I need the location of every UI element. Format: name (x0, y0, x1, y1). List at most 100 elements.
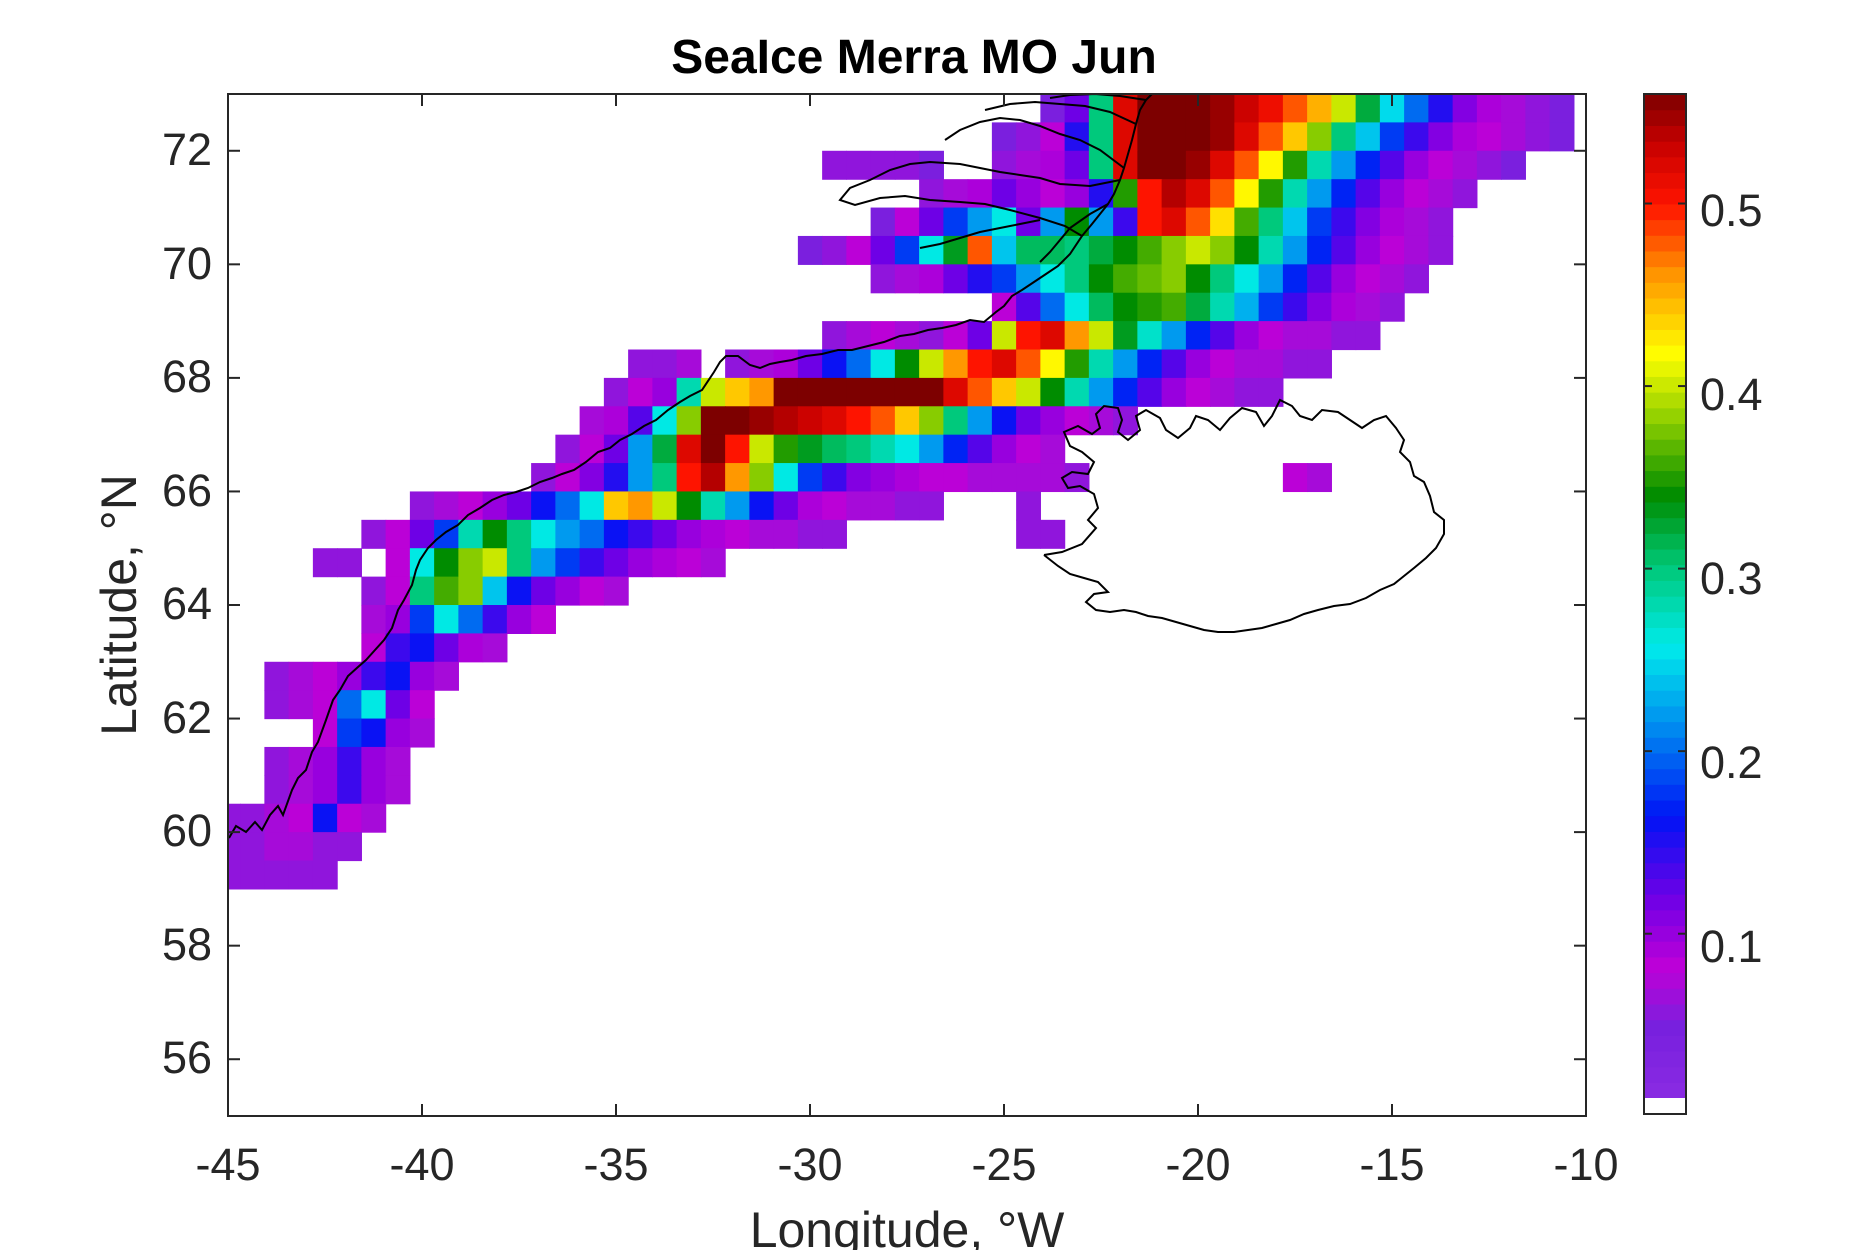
colorbar-step (1644, 815, 1686, 832)
heatmap-cell (991, 406, 1017, 436)
heatmap-cell (1064, 235, 1090, 265)
heatmap-cell (822, 150, 847, 180)
colorbar-step (1644, 909, 1686, 927)
colorbar-step (1644, 768, 1686, 785)
heatmap-cell (967, 434, 993, 464)
heatmap-cell (967, 321, 993, 351)
heatmap-cell (361, 576, 387, 606)
heatmap-cell (1088, 406, 1114, 436)
heatmap-cell (676, 491, 702, 521)
colorbar-step (1644, 674, 1686, 691)
heatmap-cell (337, 690, 362, 720)
colorbar-tick-label: 0.3 (1700, 553, 1763, 604)
heatmap-cell (652, 519, 678, 549)
heatmap-cell (1234, 235, 1260, 265)
heatmap-cell (1161, 207, 1187, 237)
heatmap-cell (870, 150, 896, 180)
heatmap-cell (967, 377, 993, 407)
heatmap-cell (1040, 292, 1066, 322)
heatmap-cell (531, 605, 556, 634)
colorbar-step (1644, 956, 1686, 974)
colorbar-step (1644, 878, 1686, 895)
heatmap-cell (1282, 292, 1308, 322)
heatmap-cell (337, 832, 362, 862)
heatmap-cell (1210, 292, 1235, 322)
heatmap-cell (1355, 122, 1381, 152)
heatmap-cell (749, 491, 775, 521)
greenland-coastline (228, 93, 1153, 839)
heatmap-cell (603, 576, 629, 606)
colorbar-step (1644, 313, 1686, 330)
heatmap-cell (991, 235, 1017, 265)
heatmap-cell (264, 775, 290, 805)
heatmap-cell (822, 377, 847, 407)
heatmap-cell (337, 548, 362, 578)
heatmap-cell (385, 661, 411, 691)
heatmap-cell (822, 434, 847, 464)
y-axis: 56 58 60 62 64 66 68 70 72 Latitude, °N (91, 124, 212, 1083)
heatmap-cell (1113, 235, 1138, 265)
y-axis-label: Latitude, °N (91, 474, 147, 736)
heatmap-cell (458, 491, 484, 521)
heatmap-cell (894, 463, 920, 493)
heatmap-cell (919, 349, 944, 379)
heatmap-cell (1307, 179, 1332, 209)
heatmap-cell (1258, 94, 1284, 123)
heatmap-cell (579, 548, 605, 578)
heatmap-cell (555, 576, 581, 606)
heatmap-cell (943, 349, 969, 379)
x-axis-label: Longitude, °W (750, 1202, 1065, 1250)
heatmap-cell (870, 434, 896, 464)
heatmap-cell (1210, 122, 1235, 152)
heatmap-cell (264, 860, 290, 890)
heatmap-cell (1331, 292, 1357, 322)
heatmap-cell (288, 832, 314, 862)
colorbar-step (1644, 894, 1686, 911)
heatmap-cell (725, 519, 750, 549)
heatmap-cell (1185, 292, 1211, 322)
heatmap-cell (846, 349, 872, 379)
heatmap-cell (919, 179, 944, 209)
heatmap-cell (773, 434, 799, 464)
colorbar-step (1644, 439, 1686, 456)
heatmap-cell (1064, 377, 1090, 407)
heatmap-cell (846, 434, 872, 464)
heatmap-cell (700, 548, 726, 578)
heatmap-cell (1331, 94, 1357, 123)
heatmap-cell (1428, 122, 1454, 152)
colorbar-step (1644, 329, 1686, 346)
heatmap-cell (1501, 94, 1526, 123)
heatmap-cell (531, 519, 556, 549)
y-tick-label: 66 (162, 465, 212, 516)
heatmap-cell (409, 576, 435, 606)
colorbar-frame (1643, 93, 1687, 1115)
heatmap-cell (1210, 264, 1235, 294)
heatmap-cell (1113, 264, 1138, 294)
heatmap-cell (676, 349, 702, 379)
colorbar-step (1644, 972, 1686, 989)
heatmap-cell (1185, 207, 1211, 237)
heatmap-cell (870, 377, 896, 407)
heatmap-cell (361, 803, 387, 833)
heatmap-cell (1113, 292, 1138, 322)
heatmap-cell (312, 832, 338, 862)
heatmap-cell (1476, 94, 1502, 123)
heatmap-cell (991, 264, 1017, 294)
heatmap-cell (385, 690, 411, 720)
heatmap-cell (1307, 463, 1332, 493)
heatmap-cell (1016, 463, 1041, 493)
heatmap-cell (312, 860, 338, 890)
heatmap-cell (579, 519, 605, 549)
heatmap-cell (1452, 94, 1478, 123)
heatmap-cell (919, 377, 944, 407)
heatmap-cell (773, 406, 799, 436)
heatmap-cell (846, 463, 872, 493)
heatmap-cell (919, 434, 944, 464)
heatmap-cell (1404, 150, 1429, 180)
heatmap-cell (458, 633, 484, 663)
colorbar-tick-label: 0.4 (1700, 369, 1763, 420)
heatmap-cell (846, 406, 872, 436)
heatmap-cell (312, 803, 338, 833)
colorbar-step (1644, 250, 1686, 268)
colorbar-step (1644, 533, 1686, 550)
